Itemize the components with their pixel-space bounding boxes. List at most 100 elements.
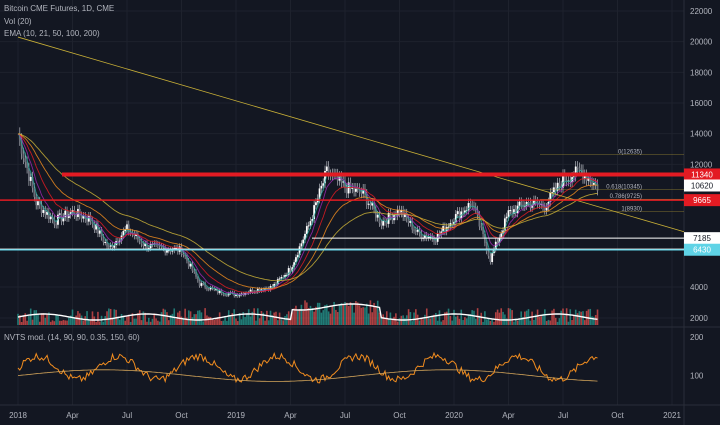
- candle-body: [29, 176, 32, 181]
- candle-body: [344, 181, 346, 189]
- candle-body: [414, 230, 417, 232]
- volume-bar: [453, 309, 455, 325]
- volume-bar: [435, 312, 437, 325]
- volume-bar: [48, 312, 50, 325]
- candle-body: [320, 185, 323, 189]
- volume-bar: [355, 301, 357, 325]
- candle-body: [513, 209, 515, 214]
- volume-bar: [558, 318, 561, 325]
- volume-bar: [206, 315, 208, 325]
- volume-bar: [571, 319, 573, 325]
- volume-bar: [533, 319, 535, 325]
- volume-bar: [49, 321, 52, 325]
- volume-bar: [587, 309, 590, 325]
- volume-bar: [336, 312, 339, 325]
- ema-line: [17, 133, 598, 295]
- candle-body: [140, 241, 143, 245]
- volume-bar: [311, 307, 314, 325]
- candle-body: [73, 209, 76, 216]
- volume-bar: [460, 309, 463, 325]
- volume-bar: [469, 313, 472, 325]
- candle-body: [304, 233, 306, 240]
- volume-bar: [444, 312, 446, 325]
- volume-bar: [333, 301, 335, 325]
- candle-body: [433, 238, 435, 242]
- volume-bar: [29, 308, 32, 325]
- volume-bar: [275, 311, 277, 325]
- volume-bar: [40, 313, 43, 325]
- candle-body: [144, 243, 147, 247]
- chart-title: Bitcoin CME Futures, 1D, CME: [4, 4, 115, 13]
- volume-bar: [409, 312, 412, 325]
- volume-bar: [266, 310, 268, 325]
- candle-body: [28, 168, 30, 181]
- candle-body: [427, 236, 430, 238]
- volume-bar: [320, 312, 323, 325]
- volume-bar: [465, 318, 468, 325]
- volume-bar: [235, 318, 237, 325]
- candle-body: [55, 224, 58, 226]
- candle-body: [351, 187, 354, 189]
- candle-body: [371, 202, 374, 206]
- candle-body: [195, 271, 197, 277]
- candle-body: [226, 294, 228, 296]
- volume-bar: [26, 320, 28, 325]
- volume-bar: [366, 303, 368, 325]
- candle-body: [186, 256, 188, 261]
- candle-body: [471, 204, 474, 206]
- candle-body: [496, 241, 499, 243]
- candle-body: [249, 289, 252, 293]
- candle-body: [284, 274, 286, 278]
- ema-legend: EMA (10, 21, 50, 100, 200): [4, 29, 100, 38]
- volume-bar: [109, 308, 112, 325]
- candle-body: [489, 255, 492, 263]
- volume-bar: [80, 315, 83, 325]
- volume-bar: [226, 320, 228, 325]
- volume-bar: [117, 316, 119, 325]
- price-tick-label: 18000: [690, 68, 713, 77]
- volume-bar: [471, 310, 473, 325]
- candle-body: [111, 245, 114, 248]
- volume-bar: [562, 308, 564, 325]
- candle-body: [313, 205, 316, 219]
- candle-body: [86, 219, 88, 222]
- candle-body: [91, 221, 94, 224]
- volume-bar: [28, 315, 30, 325]
- volume-bar: [198, 310, 201, 325]
- candle-body: [353, 187, 355, 192]
- candle-body: [20, 139, 23, 154]
- candle-body: [200, 283, 203, 286]
- volume-bar: [97, 311, 99, 325]
- volume-bar: [511, 310, 513, 325]
- candle-body: [44, 210, 47, 215]
- volume-bar: [62, 319, 65, 325]
- volume-bar: [293, 308, 295, 325]
- volume-bar: [267, 320, 270, 325]
- volume-bar: [124, 320, 126, 325]
- volume-bar: [140, 320, 143, 325]
- candle-body: [127, 224, 130, 233]
- candle-body: [95, 224, 98, 230]
- volume-bar: [513, 321, 515, 325]
- volume-bar: [200, 312, 203, 325]
- volume-bar: [175, 318, 177, 325]
- volume-bar: [549, 320, 552, 325]
- volume-bar: [102, 321, 105, 325]
- volume-bar: [17, 313, 19, 325]
- candle-body: [166, 250, 168, 253]
- volume-bar: [313, 311, 315, 325]
- candle-body: [175, 247, 177, 249]
- volume-bar: [20, 321, 23, 325]
- volume-bar: [284, 315, 286, 325]
- candle-body: [160, 246, 163, 248]
- candle-body: [454, 214, 457, 222]
- candle-body: [58, 213, 61, 215]
- volume-bar: [82, 320, 85, 325]
- volume-bar: [589, 308, 592, 325]
- candle-body: [507, 210, 510, 217]
- volume-bar: [238, 313, 241, 325]
- nvts-line: [17, 351, 598, 384]
- volume-bar: [257, 308, 259, 325]
- candle-body: [204, 283, 207, 288]
